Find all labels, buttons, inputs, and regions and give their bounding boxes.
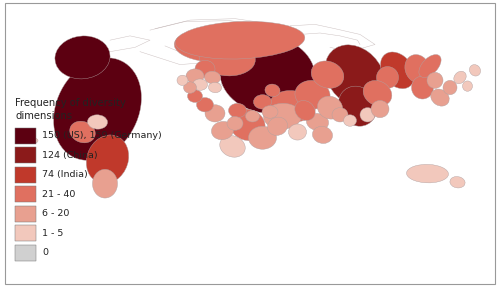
- Bar: [15, 167, 36, 183]
- Text: 150 (US), 159 (Germany): 150 (US), 159 (Germany): [42, 131, 162, 140]
- Ellipse shape: [192, 79, 208, 90]
- Ellipse shape: [208, 82, 222, 93]
- Ellipse shape: [86, 135, 128, 184]
- Bar: [15, 147, 36, 163]
- Ellipse shape: [227, 117, 243, 130]
- Text: 21 - 40: 21 - 40: [42, 190, 76, 199]
- Ellipse shape: [254, 95, 272, 109]
- Bar: [15, 225, 36, 241]
- Ellipse shape: [204, 71, 220, 84]
- Ellipse shape: [196, 98, 214, 112]
- Ellipse shape: [371, 100, 389, 118]
- Ellipse shape: [288, 124, 306, 140]
- Ellipse shape: [295, 100, 315, 121]
- Text: 6 - 20: 6 - 20: [42, 209, 70, 218]
- Ellipse shape: [54, 58, 142, 160]
- Text: 124 (China): 124 (China): [42, 151, 98, 160]
- Ellipse shape: [360, 108, 375, 122]
- Ellipse shape: [406, 164, 449, 183]
- Ellipse shape: [174, 30, 246, 62]
- Ellipse shape: [70, 121, 95, 143]
- Ellipse shape: [306, 113, 328, 131]
- Ellipse shape: [318, 96, 342, 119]
- Ellipse shape: [431, 89, 449, 106]
- Ellipse shape: [188, 90, 202, 102]
- Ellipse shape: [470, 65, 480, 76]
- Bar: [15, 206, 36, 222]
- Bar: [15, 186, 36, 202]
- Ellipse shape: [92, 169, 118, 198]
- Ellipse shape: [312, 126, 332, 144]
- Ellipse shape: [200, 42, 256, 76]
- Ellipse shape: [220, 36, 315, 113]
- Ellipse shape: [205, 105, 225, 122]
- Ellipse shape: [32, 138, 38, 143]
- Ellipse shape: [248, 126, 276, 149]
- Ellipse shape: [376, 67, 398, 88]
- Ellipse shape: [195, 60, 215, 77]
- Ellipse shape: [268, 117, 287, 135]
- Ellipse shape: [230, 109, 265, 141]
- Ellipse shape: [450, 177, 465, 188]
- Ellipse shape: [427, 72, 443, 88]
- Bar: [15, 245, 36, 261]
- Ellipse shape: [55, 36, 110, 79]
- Ellipse shape: [443, 80, 457, 95]
- Text: 74 (India): 74 (India): [42, 170, 88, 179]
- Ellipse shape: [246, 110, 260, 122]
- Ellipse shape: [344, 115, 356, 126]
- Ellipse shape: [262, 106, 278, 118]
- Ellipse shape: [220, 135, 245, 157]
- Ellipse shape: [88, 115, 108, 129]
- Ellipse shape: [332, 108, 348, 122]
- Ellipse shape: [380, 52, 414, 89]
- Ellipse shape: [186, 69, 204, 83]
- Ellipse shape: [338, 86, 376, 126]
- Text: 0: 0: [42, 248, 48, 257]
- Ellipse shape: [405, 55, 430, 83]
- Ellipse shape: [295, 80, 330, 109]
- Ellipse shape: [228, 103, 246, 118]
- Ellipse shape: [325, 45, 385, 107]
- Ellipse shape: [462, 81, 472, 91]
- Ellipse shape: [412, 76, 434, 99]
- Ellipse shape: [184, 82, 196, 93]
- Ellipse shape: [363, 80, 392, 106]
- Ellipse shape: [177, 75, 188, 86]
- Ellipse shape: [454, 71, 466, 84]
- Ellipse shape: [270, 91, 316, 122]
- Bar: [15, 128, 36, 144]
- Ellipse shape: [175, 21, 305, 59]
- Text: 1 - 5: 1 - 5: [42, 229, 64, 238]
- Text: Frequency of diversity
dimensions: Frequency of diversity dimensions: [15, 98, 126, 121]
- Ellipse shape: [311, 61, 344, 88]
- Ellipse shape: [264, 103, 302, 129]
- Ellipse shape: [265, 84, 280, 97]
- Ellipse shape: [212, 121, 234, 140]
- Ellipse shape: [419, 55, 441, 77]
